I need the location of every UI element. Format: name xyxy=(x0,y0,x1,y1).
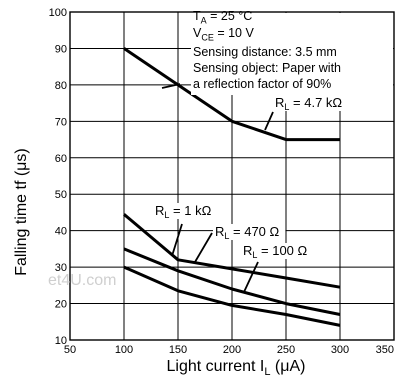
condition-object-text: Sensing object: Paper with xyxy=(193,61,342,75)
x-tick-label-150: 150 xyxy=(169,344,187,356)
condition-distance: Sensing distance: 3.5 mm xyxy=(193,45,337,59)
condition-temperature-main: T xyxy=(193,9,201,23)
series-label-rl-1k: RL = 1 kΩ xyxy=(155,203,212,220)
condition-temperature-value: = 25 °C xyxy=(206,9,253,23)
x-tick-label-200: 200 xyxy=(223,344,241,356)
watermark-text: et4U.com xyxy=(48,272,117,289)
x-tick-labels: 50 100 150 200 250 300 350 xyxy=(64,344,394,356)
series-leader-lines xyxy=(161,83,274,293)
series-label-bg-rl-100 xyxy=(241,243,314,259)
plot-frame xyxy=(69,11,395,341)
condition-distance-text: Sensing distance: 3.5 mm xyxy=(193,45,337,59)
series-line-rl-4-7k xyxy=(123,47,340,142)
series-label-rl-470: RL = 470 Ω xyxy=(215,224,280,241)
x-axis-label-sub: L xyxy=(264,366,271,379)
y-tick-label-40: 40 xyxy=(55,226,67,238)
leader-line-rl-470-3 xyxy=(194,232,213,263)
condition-temperature-sub: A xyxy=(200,15,207,26)
series-label-rl-4-7k: RL = 4.7 kΩ xyxy=(275,95,342,112)
leader-line-rl-100-4 xyxy=(243,261,259,293)
condition-reflection-text: a reflection factor of 90% xyxy=(193,77,332,91)
leader-line-rl-4-7k-0 xyxy=(161,83,181,89)
y-tick-label-50: 50 xyxy=(55,189,67,201)
x-tick-label-300: 300 xyxy=(331,344,349,356)
condition-voltage-sub: CE xyxy=(201,32,214,43)
condition-object: Sensing object: Paper with xyxy=(193,61,341,75)
condition-voltage: VCE = 10 V xyxy=(193,26,254,45)
y-tick-label-30: 30 xyxy=(55,262,67,274)
series-label-bg-rl-1k xyxy=(153,203,219,219)
y-tick-label-10: 10 xyxy=(55,335,67,347)
y-tick-labels: 10 20 30 40 50 60 70 80 90 100 xyxy=(49,7,67,347)
x-tick-label-100: 100 xyxy=(115,344,133,356)
condition-temperature: TA = 25 °C xyxy=(193,9,252,28)
y-axis-label: Falling time tf (μs) xyxy=(13,148,30,276)
y-tick-label-20: 20 xyxy=(55,299,67,311)
x-tick-label-350: 350 xyxy=(376,344,394,356)
leader-line-rl-4-7k-1 xyxy=(264,111,274,131)
y-tick-label-100: 100 xyxy=(49,7,67,19)
x-tick-label-250: 250 xyxy=(277,344,295,356)
series-label-bg-rl-4-7k xyxy=(273,95,353,111)
series-label-rl-100: RL = 100 Ω xyxy=(243,243,308,260)
condition-voltage-value: = 10 V xyxy=(213,26,254,40)
series-line-rl-470 xyxy=(123,247,341,316)
y-tick-label-70: 70 xyxy=(55,116,67,128)
x-tick-label-50: 50 xyxy=(64,344,76,356)
condition-voltage-main: V xyxy=(193,26,202,40)
x-axis-label: Light current IL (μA) xyxy=(167,358,306,378)
x-axis-label-unit: (μA) xyxy=(270,358,306,375)
y-tick-label-80: 80 xyxy=(55,80,67,92)
series-label-bg-rl-470 xyxy=(213,224,286,240)
conditions-box xyxy=(191,13,393,95)
series-line-rl-1k xyxy=(123,213,341,289)
series-lines xyxy=(123,47,341,327)
x-axis-label-main: Light current I xyxy=(166,358,265,375)
condition-reflection: a reflection factor of 90% xyxy=(193,77,331,91)
series-line-rl-100 xyxy=(123,265,341,327)
y-tick-label-60: 60 xyxy=(55,153,67,165)
leader-line-rl-1k-2 xyxy=(171,223,183,257)
y-tick-label-90: 90 xyxy=(55,43,67,55)
